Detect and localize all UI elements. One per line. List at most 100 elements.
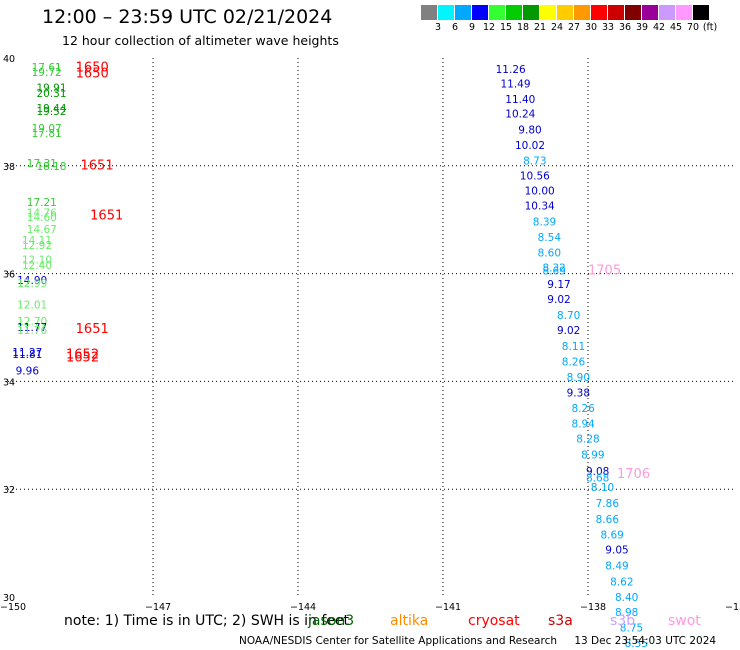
y-tick-label: 30: [3, 593, 15, 604]
x-tick-label: −150: [0, 602, 26, 613]
wave-height-label: 8.70: [557, 310, 580, 322]
wave-height-label: 8.73: [523, 155, 546, 167]
color-scale-swatch: [625, 5, 642, 20]
wave-height-label: 12.99: [17, 278, 47, 290]
color-scale-swatch: [455, 5, 472, 20]
color-scale-label: 21: [533, 22, 547, 33]
color-scale-swatch: [642, 5, 659, 20]
color-scale-label: 3: [434, 22, 442, 33]
wave-height-label: 9.96: [16, 366, 40, 378]
x-tick-label: −141: [435, 602, 461, 613]
wave-height-label: 11.26: [496, 64, 526, 76]
color-scale-label: (ft): [702, 22, 718, 33]
wave-height-label: 8.99: [581, 450, 604, 462]
wave-height-label: 8.40: [615, 592, 638, 604]
wave-height-label: 9.02: [557, 325, 580, 337]
wave-height-label: 19.72: [32, 67, 62, 79]
wave-height-label: 19.07: [32, 123, 62, 135]
wave-height-label: 8.11: [562, 341, 585, 353]
wave-height-label: 12.40: [22, 260, 52, 272]
y-tick-label: 32: [3, 485, 15, 496]
pass-time-label: 1651: [81, 159, 114, 174]
wave-height-label: 8.60: [538, 248, 561, 260]
color-scale-label: 24: [550, 22, 564, 33]
wave-height-label: 8.26: [571, 403, 595, 415]
color-scale-label: 18: [516, 22, 530, 33]
wave-height-label: 14.90: [17, 275, 47, 287]
wave-height-label: 8.62: [610, 576, 633, 588]
color-scale-label: 70: [686, 22, 700, 33]
wave-height-label: 7.86: [596, 498, 620, 510]
color-scale-label: 33: [601, 22, 615, 33]
color-scale-swatch: [676, 5, 693, 20]
chart-subtitle: 12 hour collection of altimeter wave hei…: [62, 33, 339, 48]
wave-height-label: 14.67: [27, 224, 57, 236]
pass-time-label: 1650: [76, 61, 109, 76]
wave-height-label: 8.55: [625, 638, 648, 650]
wave-height-label: 8.66: [596, 514, 620, 526]
wave-height-label: 9.05: [605, 545, 628, 557]
pass-time-label: 1652: [66, 351, 99, 366]
y-tick-label: 38: [3, 162, 15, 173]
wave-height-label: 8.75: [620, 623, 643, 635]
wave-height-label: 11.77: [17, 322, 47, 334]
pass-time-label: 1652: [66, 347, 99, 362]
satellite-legend-entry: jason3: [308, 613, 355, 629]
color-scale-swatch: [557, 5, 574, 20]
footer: NOAA/NESDIS Center for Satellite Applica…: [239, 635, 716, 647]
wave-height-label: 11.81: [12, 349, 42, 361]
color-scale-label: 36: [618, 22, 632, 33]
y-tick-label: 34: [3, 377, 15, 388]
wave-height-label: 8.26: [562, 356, 586, 368]
pass-time-label: 1651: [90, 208, 123, 223]
pass-time-label: 1650: [76, 67, 109, 82]
wave-height-label: 14.60: [27, 212, 57, 224]
satellite-legend-entry: swot: [668, 613, 701, 629]
wave-height-label: 9.80: [518, 125, 541, 137]
x-tick-label: −147: [145, 602, 171, 613]
chart-title: 12:00 – 23:59 UTC 02/21/2024: [42, 6, 333, 28]
x-tick-label: −144: [290, 602, 316, 613]
y-tick-label: 40: [3, 54, 15, 65]
wave-height-label: 19.91: [36, 83, 66, 95]
wave-height-label: 14.76: [27, 208, 57, 220]
wave-height-label: 9.02: [547, 294, 570, 306]
wave-height-label: 9.08: [586, 466, 609, 478]
wave-height-label: 11.76: [17, 325, 47, 337]
color-scale-swatch: [421, 5, 438, 20]
wave-height-label: 17.21: [27, 197, 57, 209]
pass-time-label: 1651: [76, 322, 109, 337]
color-scale-label: 12: [482, 22, 496, 33]
wave-height-label: 17.81: [32, 128, 62, 140]
wave-height-label: 10.24: [505, 109, 535, 121]
color-scale-swatch: [608, 5, 625, 20]
color-scale-swatch: [489, 5, 506, 20]
footer-timestamp: 13 Dec 23:54:03 UTC 2024: [574, 635, 717, 647]
wave-height-label: 8.98: [615, 607, 638, 619]
color-scale-swatch: [659, 5, 676, 20]
wave-height-label: 17.61: [32, 62, 62, 74]
color-scale-label: 45: [669, 22, 683, 33]
wave-height-label: 9.17: [547, 279, 570, 291]
satellite-legend-entry: s3a: [548, 613, 573, 629]
wave-height-label: 8.10: [591, 482, 614, 494]
wave-height-label: 11.49: [500, 78, 530, 90]
wave-height-label: 10.56: [520, 171, 550, 183]
color-scale-swatch: [574, 5, 591, 20]
wave-height-label: 19.52: [36, 106, 66, 118]
satellite-legend-entry: s3b: [610, 613, 636, 629]
color-scale-swatch: [506, 5, 523, 20]
footer-credit: NOAA/NESDIS Center for Satellite Applica…: [239, 635, 557, 647]
wave-height-label: 8.32: [542, 263, 565, 275]
wave-height-label: 19.44: [36, 103, 66, 115]
wave-height-label: 17.31: [27, 158, 57, 170]
color-scale-label: 42: [652, 22, 666, 33]
wave-height-label: 8.69: [542, 265, 565, 277]
color-scale-swatch: [472, 5, 489, 20]
wave-height-label: 10.00: [525, 186, 555, 198]
color-scale-swatch: [540, 5, 557, 20]
wave-height-label: 8.28: [576, 434, 599, 446]
color-scale-swatch: [693, 5, 710, 20]
wave-height-label: 12.92: [22, 240, 52, 252]
